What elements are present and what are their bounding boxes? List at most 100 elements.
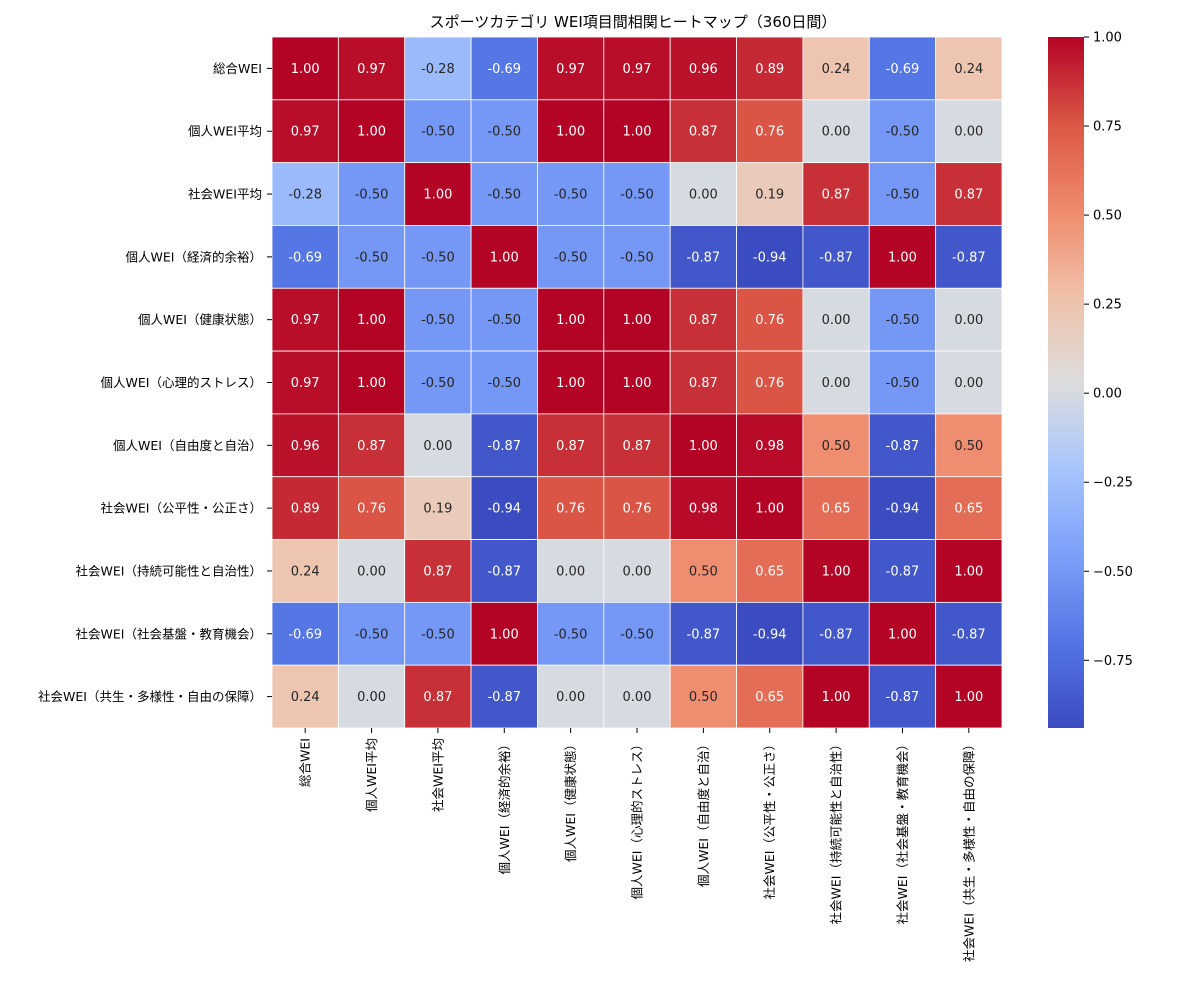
cell-value-label: -0.94 xyxy=(753,627,787,642)
cell-value-label: -0.50 xyxy=(554,627,588,642)
cell-value-label: 0.97 xyxy=(357,62,386,77)
heatmap-cell xyxy=(470,287,538,352)
cell-value-label: -0.50 xyxy=(487,376,521,391)
heatmap-cell xyxy=(603,225,671,289)
heatmap-cell xyxy=(537,225,605,289)
heatmap-cell xyxy=(736,413,804,478)
heatmap-cell xyxy=(603,99,671,164)
cell-value-label: 1.00 xyxy=(888,250,917,265)
cell-value-label: 0.00 xyxy=(689,188,718,203)
cell-value-label: 0.65 xyxy=(954,502,983,517)
cell-value-label: 0.00 xyxy=(556,690,585,705)
cell-value-label: -0.87 xyxy=(487,439,521,454)
heatmap-cell xyxy=(337,664,406,729)
heatmap-cell xyxy=(669,413,737,478)
cell-value-label: 1.00 xyxy=(954,690,983,705)
cell-value-label: -0.50 xyxy=(886,313,920,328)
heatmap-cell xyxy=(603,539,671,603)
row-label: 社会WEI（共生・多様性・自由の保障） xyxy=(38,689,262,704)
cell-value-label: 1.00 xyxy=(357,376,386,391)
heatmap-cell xyxy=(470,539,538,603)
heatmap-cell xyxy=(868,476,937,540)
heatmap-cell xyxy=(537,36,605,101)
heatmap-cell xyxy=(669,99,737,164)
cell-value-label: 1.00 xyxy=(954,564,983,579)
column-label: 総合WEI xyxy=(298,738,313,787)
heatmap-cell xyxy=(868,225,937,289)
cell-value-label: 0.76 xyxy=(357,502,386,517)
row-label: 社会WEI平均 xyxy=(188,187,262,202)
heatmap-cell xyxy=(537,601,605,666)
column-label: 個人WEI（自由度と自治） xyxy=(696,738,711,887)
heatmap-cell xyxy=(404,601,472,666)
cell-value-label: 0.87 xyxy=(689,125,718,140)
cell-value-label: -0.94 xyxy=(753,250,787,265)
heatmap-cell xyxy=(802,413,870,478)
cell-value-label: 1.00 xyxy=(822,564,851,579)
cell-value-label: 1.00 xyxy=(357,125,386,140)
cell-value-label: 0.76 xyxy=(623,502,652,517)
cell-value-label: -0.94 xyxy=(886,502,920,517)
cell-value-label: -0.28 xyxy=(421,62,455,77)
colorbar-tick-label: 0.50 xyxy=(1093,209,1122,224)
cell-value-label: 0.19 xyxy=(755,188,784,203)
heatmap-cell xyxy=(802,664,870,729)
heatmap-cells: 1.00 0.97 -0.28 -0.69 0.97 0.97 0.96 0.89 0.24 -0… xyxy=(271,36,1003,729)
heatmap-cell xyxy=(271,99,339,164)
heatmap-cell xyxy=(935,413,1003,478)
heatmap-cell xyxy=(537,664,605,729)
cell-value-label: 0.89 xyxy=(291,502,320,517)
cell-value-label: 0.87 xyxy=(556,439,585,454)
heatmap-cell xyxy=(337,476,406,540)
heatmap-cell xyxy=(935,99,1003,164)
heatmap-cell xyxy=(470,350,538,415)
heatmap-cell xyxy=(802,162,870,226)
cell-value-label: 0.00 xyxy=(822,376,851,391)
column-label: 社会WEI（持続可能性と自治性） xyxy=(829,738,844,924)
cell-value-label: -0.50 xyxy=(886,188,920,203)
cell-value-label: 1.00 xyxy=(623,125,652,140)
colorbar-gradient xyxy=(1048,37,1084,728)
heatmap-cell xyxy=(404,664,472,729)
heatmap-cell xyxy=(603,413,671,478)
heatmap-cell xyxy=(603,601,671,666)
cell-value-label: -0.50 xyxy=(554,250,588,265)
heatmap-cell xyxy=(470,36,538,101)
heatmap-cell xyxy=(736,664,804,729)
cell-value-label: 0.96 xyxy=(291,439,320,454)
cell-value-label: -0.87 xyxy=(687,627,721,642)
heatmap-cell xyxy=(271,287,339,352)
heatmap-cell xyxy=(669,162,737,226)
cell-value-label: -0.50 xyxy=(886,125,920,140)
heatmap-cell xyxy=(470,476,538,540)
heatmap-cell xyxy=(271,539,339,603)
cell-value-label: 0.24 xyxy=(291,564,320,579)
heatmap-cell xyxy=(470,413,538,478)
heatmap-cell xyxy=(669,225,737,289)
cell-value-label: -0.87 xyxy=(886,690,920,705)
heatmap-cell xyxy=(603,664,671,729)
heatmap-cell xyxy=(868,664,937,729)
heatmap-cell xyxy=(337,413,406,478)
heatmap-cell xyxy=(271,350,339,415)
heatmap-cell xyxy=(404,413,472,478)
column-label: 個人WEI平均 xyxy=(364,738,379,812)
cell-value-label: 0.87 xyxy=(623,439,652,454)
cell-value-label: -0.50 xyxy=(487,125,521,140)
cell-value-label: 1.00 xyxy=(822,690,851,705)
row-label: 個人WEI（経済的余裕） xyxy=(126,249,262,264)
column-label: 社会WEI（共生・多様性・自由の保障） xyxy=(961,738,976,962)
heatmap-cell xyxy=(868,287,937,352)
cell-value-label: -0.50 xyxy=(620,188,654,203)
colorbar-tick-label: 0.25 xyxy=(1093,298,1122,313)
cell-value-label: 0.00 xyxy=(954,125,983,140)
heatmap-cell xyxy=(271,601,339,666)
heatmap-cell xyxy=(337,225,406,289)
cell-value-label: 1.00 xyxy=(888,627,917,642)
cell-value-label: 0.87 xyxy=(423,690,452,705)
cell-value-label: 0.97 xyxy=(556,62,585,77)
row-label: 個人WEI（心理的ストレス） xyxy=(101,375,262,390)
heatmap-cell xyxy=(935,664,1003,729)
cell-value-label: -0.87 xyxy=(487,690,521,705)
